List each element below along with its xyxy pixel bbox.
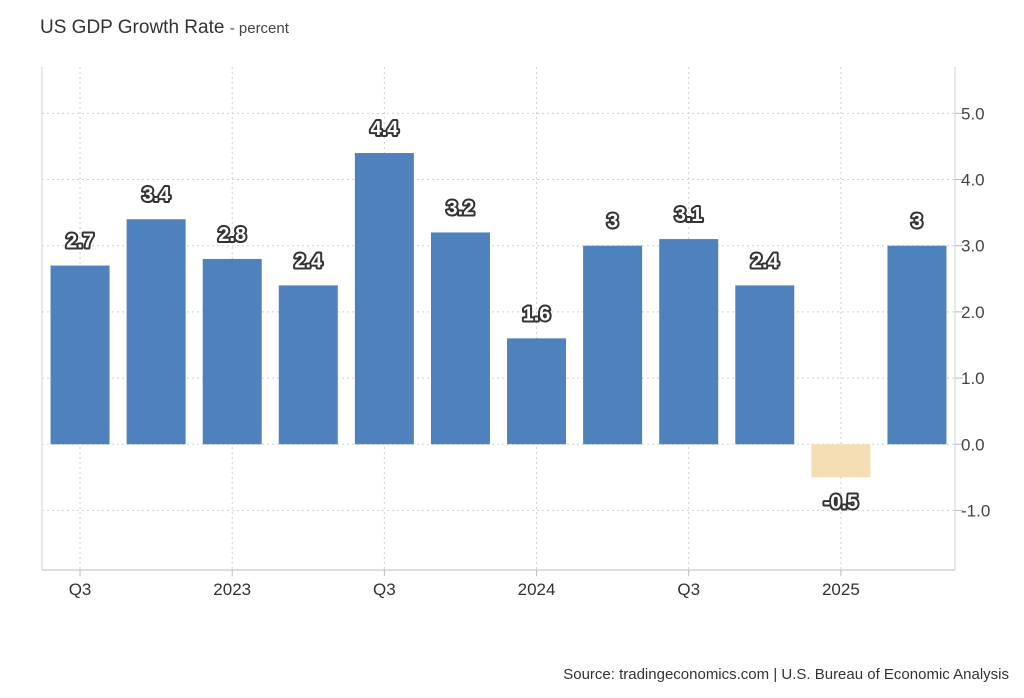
x-tick-label: 2025	[822, 580, 860, 599]
data-label: 3.1	[675, 204, 703, 226]
bar	[354, 153, 414, 445]
bar	[735, 285, 795, 445]
y-tick-label: 4.0	[961, 171, 985, 190]
data-label: 2.4	[294, 250, 323, 272]
chart-title: US GDP Growth Rate - percent	[40, 17, 289, 39]
bar	[50, 265, 110, 445]
y-tick-label: 3.0	[961, 237, 985, 256]
chart-subtitle: - percent	[229, 20, 289, 37]
data-label: 3	[911, 211, 922, 233]
y-tick-label: -1.0	[961, 501, 990, 520]
data-label: 1.6	[523, 303, 551, 325]
y-tick-label: 0.0	[961, 435, 985, 454]
x-tick-label: Q3	[373, 580, 396, 599]
bar	[659, 239, 719, 445]
bar	[583, 245, 643, 445]
data-label: 4.4	[370, 118, 399, 140]
data-label: 3	[607, 211, 618, 233]
x-tick-label: Q3	[677, 580, 700, 599]
y-tick-label: 2.0	[961, 303, 985, 322]
data-label: 2.8	[218, 224, 246, 246]
chart-title-text: US GDP Growth Rate	[40, 17, 225, 38]
x-tick-label: 2023	[213, 580, 251, 599]
x-tick-label: Q3	[69, 580, 92, 599]
bar	[887, 245, 947, 445]
bar	[507, 338, 567, 445]
data-label: 2.7	[66, 231, 94, 253]
bar	[126, 219, 186, 445]
data-label: 2.4	[751, 250, 780, 272]
bar	[811, 444, 871, 478]
bar	[202, 258, 262, 445]
data-label: 3.4	[142, 184, 171, 206]
bar	[278, 285, 338, 445]
bar	[430, 232, 490, 445]
data-label: -0.5	[824, 491, 858, 513]
source-note: Source: tradingeconomics.com | U.S. Bure…	[563, 666, 1009, 683]
y-tick-label: 5.0	[961, 104, 985, 123]
x-tick-label: 2024	[518, 580, 556, 599]
data-label: 3.2	[447, 197, 475, 219]
y-tick-label: 1.0	[961, 369, 985, 388]
